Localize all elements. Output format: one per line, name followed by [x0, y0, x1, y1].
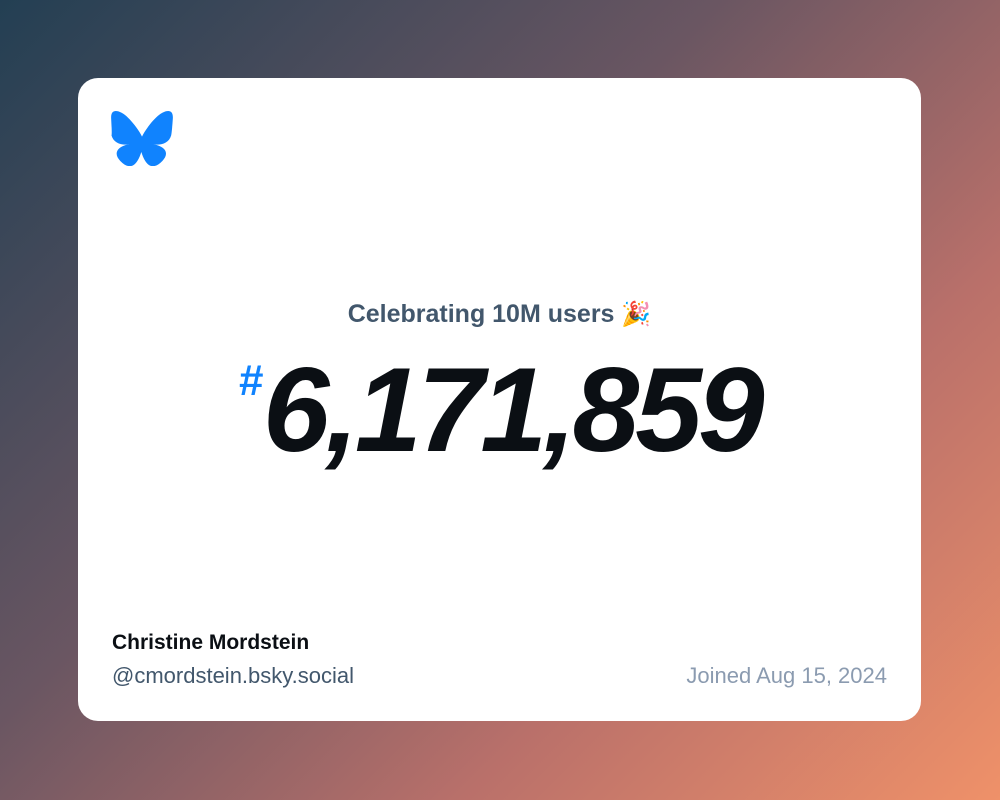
- party-popper-icon: 🎉: [621, 301, 652, 328]
- user-number: #6,171,859: [78, 340, 921, 480]
- headline-text: Celebrating 10M users: [347, 300, 615, 328]
- user-handle: @cmordstein.bsky.social: [112, 663, 354, 688]
- headline: Celebrating 10M users 🎉: [78, 300, 921, 329]
- display-name: Christine Mordstein: [112, 631, 310, 654]
- celebration-card: Celebrating 10M users 🎉 #6,171,859 Chris…: [78, 78, 921, 721]
- user-number-value: 6,171,859: [262, 343, 765, 477]
- hash-symbol: #: [238, 356, 263, 405]
- bluesky-butterfly-icon: [111, 111, 173, 166]
- joined-date: Joined Aug 15, 2024: [686, 663, 887, 688]
